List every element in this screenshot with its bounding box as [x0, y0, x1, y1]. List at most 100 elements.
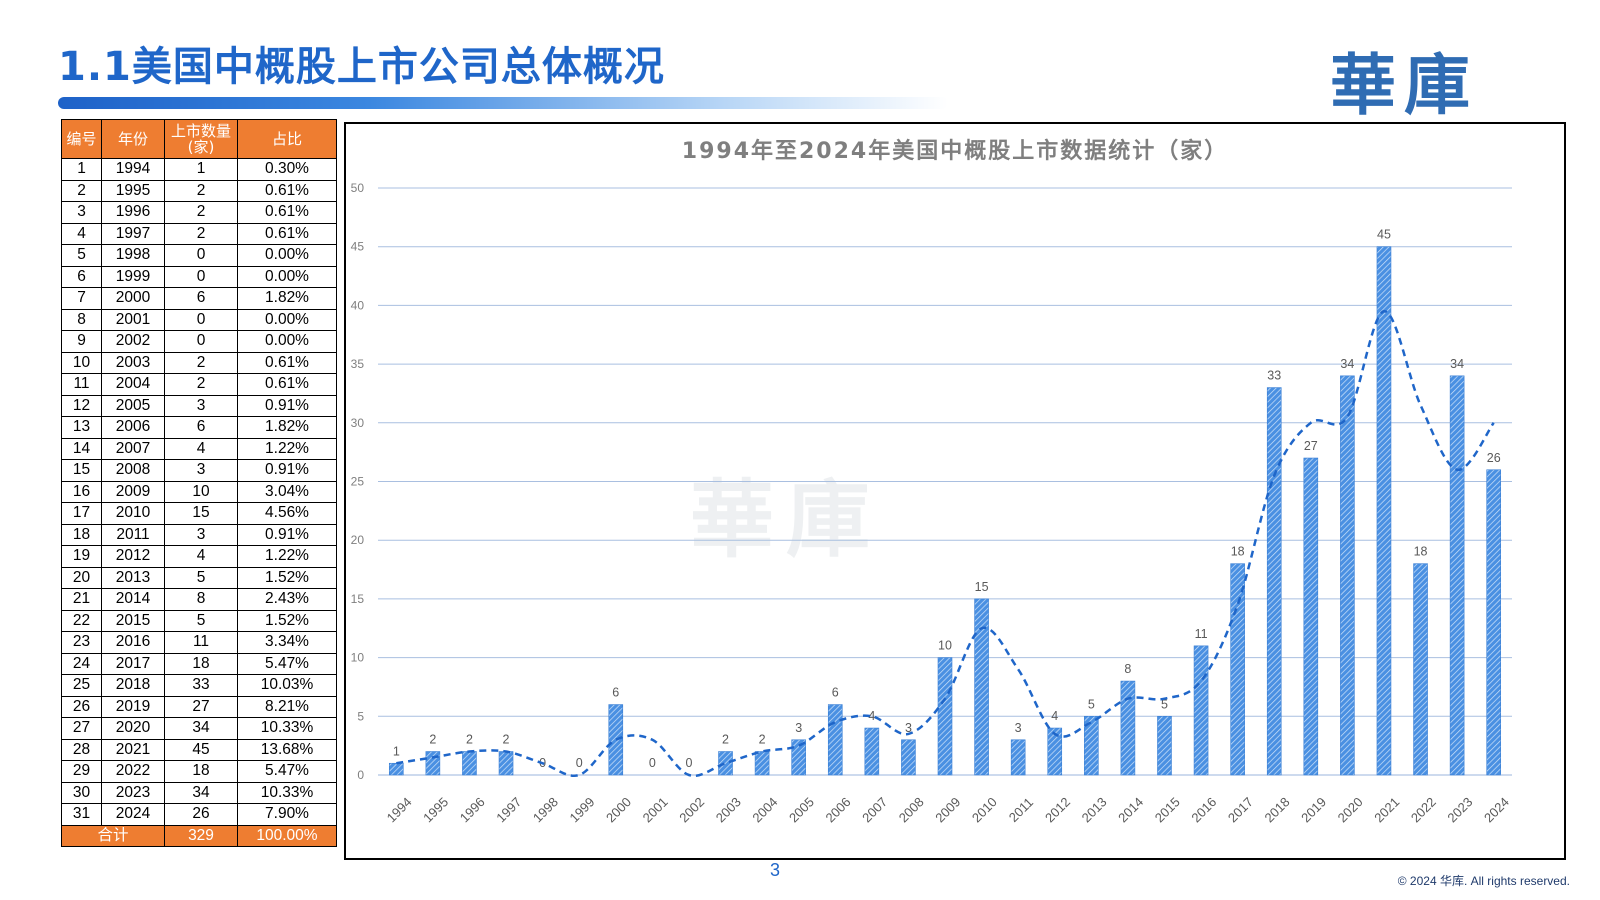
cell-index: 23: [61, 631, 102, 654]
x-tick-label: 1999: [566, 794, 597, 825]
cell-year: 1995: [101, 179, 165, 202]
cell-count: 5: [164, 566, 238, 589]
data-label: 5: [1088, 697, 1095, 711]
cell-year: 2011: [101, 523, 165, 546]
data-label: 2: [759, 733, 766, 747]
cell-percent: 0.00%: [237, 330, 337, 353]
cell-count: 2: [164, 201, 238, 224]
table-row: 30 2023 34 10.33%: [61, 781, 337, 804]
data-label: 10: [938, 639, 952, 653]
table-row: 26 2019 27 8.21%: [61, 695, 337, 718]
cell-year: 2015: [101, 609, 165, 632]
table-header-row: 编号 年份 上市数量 (家) 占比: [61, 119, 337, 159]
cell-count: 2: [164, 179, 238, 202]
table-row: 24 2017 18 5.47%: [61, 652, 337, 675]
cell-percent: 1.82%: [237, 416, 337, 439]
cell-index: 29: [61, 760, 102, 783]
data-label: 6: [612, 686, 619, 700]
bar-2021: [1376, 246, 1392, 776]
table-row: 12 2005 3 0.91%: [61, 394, 337, 417]
table-row: 21 2014 8 2.43%: [61, 588, 337, 611]
table-row: 7 2000 6 1.82%: [61, 287, 337, 310]
cell-count: 33: [164, 674, 238, 697]
cell-index: 28: [61, 738, 102, 761]
cell-count: 2: [164, 351, 238, 374]
cell-percent: 0.30%: [237, 158, 337, 181]
cell-index: 16: [61, 480, 102, 503]
cell-percent: 1.52%: [237, 609, 337, 632]
cell-index: 13: [61, 416, 102, 439]
y-tick-label: 25: [351, 475, 365, 489]
cell-index: 12: [61, 394, 102, 417]
x-tick-label: 2001: [640, 794, 671, 825]
x-tick-label: 2006: [823, 794, 854, 825]
y-tick-label: 10: [351, 651, 365, 665]
cell-year: 2017: [101, 652, 165, 675]
table-row: 28 2021 45 13.68%: [61, 738, 337, 761]
data-label: 26: [1487, 451, 1501, 465]
x-tick-label: 2016: [1188, 794, 1219, 825]
table-row: 4 1997 2 0.61%: [61, 222, 337, 245]
data-label: 0: [576, 756, 583, 770]
data-label: 2: [722, 733, 729, 747]
cell-percent: 8.21%: [237, 695, 337, 718]
cell-index: 2: [61, 179, 102, 202]
table-row: 29 2022 18 5.47%: [61, 760, 337, 783]
cell-count: 2: [164, 222, 238, 245]
bar-2010: [974, 598, 989, 776]
table-row: 22 2015 5 1.52%: [61, 609, 337, 632]
bar-2000: [608, 704, 624, 776]
cell-year: 2001: [101, 308, 165, 331]
cell-index: 1: [61, 158, 102, 181]
y-tick-label: 30: [351, 416, 365, 430]
cell-index: 17: [61, 502, 102, 525]
trendline: [396, 310, 1495, 778]
cell-count: 3: [164, 523, 238, 546]
cell-index: 31: [61, 803, 102, 826]
bar-2013: [1084, 715, 1099, 776]
x-tick-label: 2017: [1225, 794, 1256, 825]
cell-year: 2000: [101, 287, 165, 310]
y-tick-label: 5: [357, 709, 364, 723]
x-tick-label: 1995: [420, 794, 451, 825]
cell-percent: 10.03%: [237, 674, 337, 697]
y-tick-label: 15: [351, 592, 365, 606]
cell-year: 2016: [101, 631, 165, 654]
cell-year: 2024: [101, 803, 165, 826]
data-label: 45: [1377, 228, 1391, 242]
table-total-row: 合计 329 100.00%: [61, 824, 337, 847]
data-label: 3: [905, 721, 912, 735]
cell-year: 2004: [101, 373, 165, 396]
cell-index: 19: [61, 545, 102, 568]
bar-2008: [901, 739, 916, 776]
cell-year: 2002: [101, 330, 165, 353]
cell-index: 3: [61, 201, 102, 224]
x-tick-label: 2012: [1042, 794, 1073, 825]
cell-year: 2021: [101, 738, 165, 761]
table-row: 18 2011 3 0.91%: [61, 523, 337, 546]
cell-count: 4: [164, 545, 238, 568]
total-label: 合计: [61, 824, 165, 847]
bar-2015: [1157, 715, 1172, 776]
table-row: 8 2001 0 0.00%: [61, 308, 337, 331]
cell-percent: 0.61%: [237, 179, 337, 202]
cell-count: 34: [164, 781, 238, 804]
cell-year: 1994: [101, 158, 165, 181]
cell-index: 9: [61, 330, 102, 353]
data-label: 2: [429, 733, 436, 747]
cell-count: 34: [164, 717, 238, 740]
data-label: 2: [503, 733, 510, 747]
chart-title: 1994年至2024年美国中概股上市数据统计（家）: [682, 138, 1228, 164]
table-row: 17 2010 15 4.56%: [61, 502, 337, 525]
table-row: 23 2016 11 3.34%: [61, 631, 337, 654]
x-tick-label: 2018: [1262, 794, 1293, 825]
cell-index: 22: [61, 609, 102, 632]
table-row: 3 1996 2 0.61%: [61, 201, 337, 224]
bar-2020: [1340, 375, 1355, 776]
cell-percent: 1.82%: [237, 287, 337, 310]
x-tick-label: 2003: [713, 794, 744, 825]
cell-index: 30: [61, 781, 102, 804]
cell-percent: 0.00%: [237, 244, 337, 267]
table-row: 31 2024 26 7.90%: [61, 803, 337, 826]
bar-1994: [388, 762, 404, 776]
